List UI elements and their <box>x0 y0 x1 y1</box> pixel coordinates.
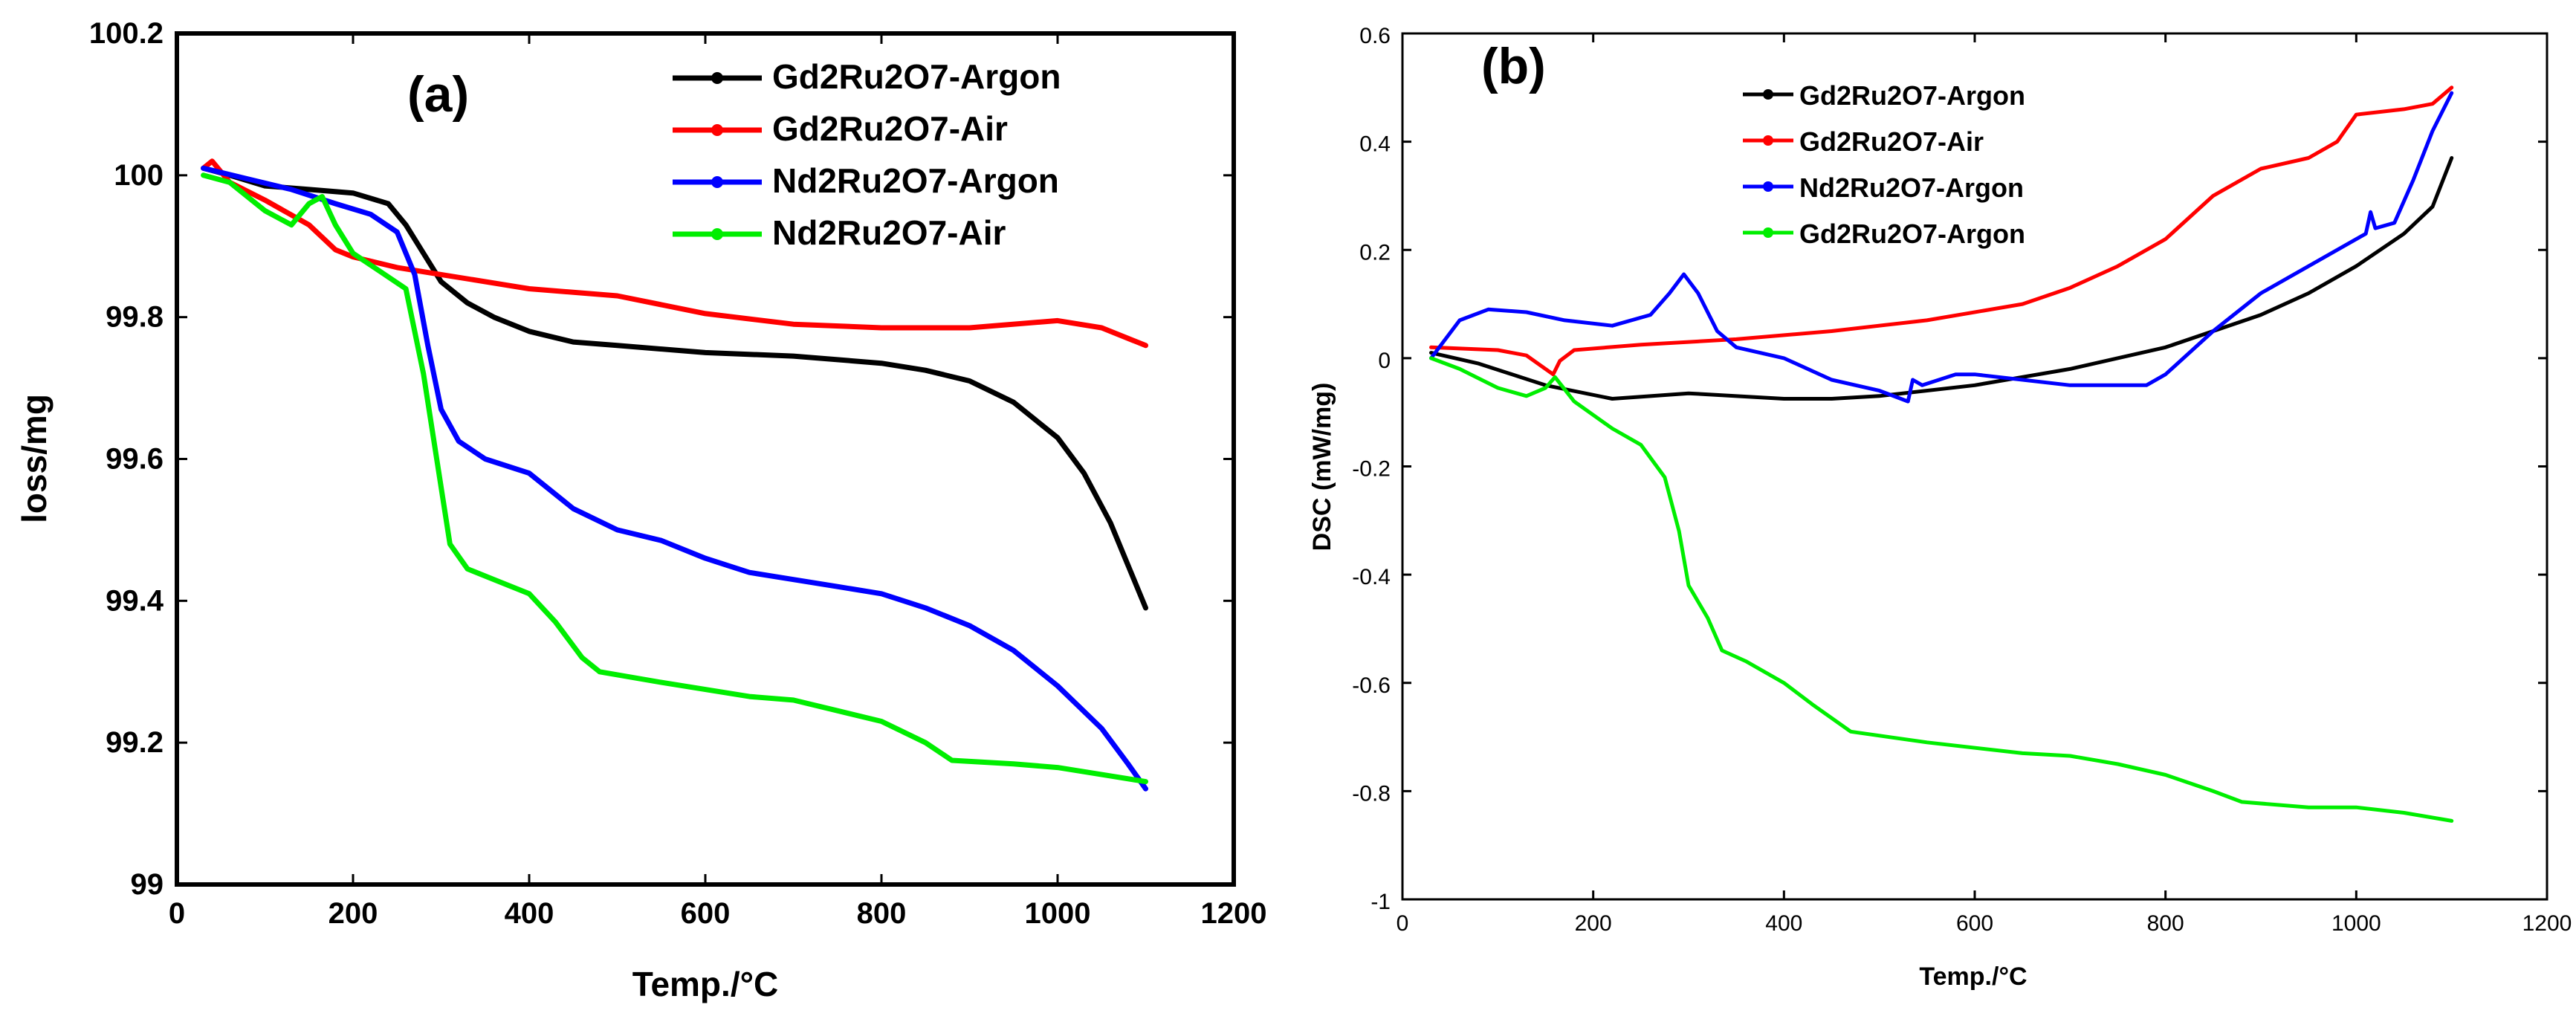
panel-label-a: (a) <box>407 66 469 123</box>
y-tick-label: 99.4 <box>106 584 164 617</box>
series-line-1 <box>1429 156 2454 401</box>
y-axis-label-b: DSC (mW/mg) <box>1308 383 1336 552</box>
x-tick-label: 400 <box>1765 911 1802 936</box>
x-tick-label: 1000 <box>2331 911 2381 936</box>
x-tick-label: 1000 <box>1025 897 1091 930</box>
series-line-1 <box>201 165 1148 611</box>
x-tick-label: 400 <box>505 897 554 930</box>
legend-marker-3 <box>711 176 723 188</box>
y-tick-label: -1 <box>1370 890 1391 914</box>
panel-b: 0 200 400 600 800 1000 1200 -1 -0.8 -0.6 -0.4 -0.2 0… <box>1308 24 2572 991</box>
x-tick-label: 0 <box>1397 911 1409 936</box>
series-line-4 <box>201 172 1148 785</box>
legend-label-1: Gd2Ru2O7-Argon <box>1799 80 2025 111</box>
legend-label-2: Gd2Ru2O7-Air <box>1799 126 1984 157</box>
y-tick-label: -0.4 <box>1352 565 1391 589</box>
legend-label-2: Gd2Ru2O7-Air <box>772 109 1008 148</box>
series-line-3 <box>1429 91 2454 404</box>
legend-b: Gd2Ru2O7-Argon Gd2Ru2O7-Air Nd2Ru2O7-Argon… <box>1743 80 2025 249</box>
y-tick-label: 0 <box>1378 349 1391 373</box>
y-tick-label: 99.8 <box>106 301 164 334</box>
legend-marker-2 <box>711 124 723 136</box>
legend-marker-3 <box>1763 181 1773 192</box>
legend-marker-4 <box>1763 227 1773 238</box>
x-axis-label-b: Temp./°C <box>1919 963 2027 991</box>
legend-label-1: Gd2Ru2O7-Argon <box>772 57 1061 96</box>
legend-marker-4 <box>711 228 723 240</box>
y-tick-label: 100.2 <box>89 17 164 50</box>
y-tick-label: 0.4 <box>1359 132 1391 157</box>
series-line-4 <box>1429 356 2454 823</box>
legend-label-4: Gd2Ru2O7-Argon <box>1799 219 2025 249</box>
x-tick-label: 1200 <box>1201 897 1267 930</box>
y-tick-label: 100 <box>114 159 164 192</box>
legend-a: Gd2Ru2O7-Argon Gd2Ru2O7-Air Nd2Ru2O7-Argon… <box>673 57 1061 252</box>
y-tick-label: 0.6 <box>1359 24 1391 48</box>
x-tick-label: 1200 <box>2522 911 2572 936</box>
panel-a: 0 200 400 600 800 1000 1200 99 99.2 99.4 99.6 99.8 1… <box>15 17 1266 1003</box>
y-tick-label: 99.6 <box>106 443 164 476</box>
y-tick-label: 0.2 <box>1359 240 1391 265</box>
y-tick-label: -0.6 <box>1352 673 1391 698</box>
plot-frame-b <box>1401 32 2549 901</box>
x-tick-label: 800 <box>2147 911 2184 936</box>
x-tick-label: 200 <box>1575 911 1612 936</box>
y-tick-label: -0.2 <box>1352 457 1391 482</box>
y-tick-label: -0.8 <box>1352 781 1391 806</box>
series-line-2 <box>1429 85 2454 377</box>
x-tick-label: 800 <box>857 897 907 930</box>
legend-marker-1 <box>1763 89 1773 100</box>
x-tick-label: 600 <box>1956 911 1993 936</box>
y-tick-label: 99.2 <box>106 726 164 759</box>
legend-marker-1 <box>711 72 723 84</box>
legend-label-3: Nd2Ru2O7-Argon <box>772 161 1059 200</box>
legend-label-3: Nd2Ru2O7-Argon <box>1799 172 2024 203</box>
series-line-2 <box>201 158 1148 349</box>
panel-label-b: (b) <box>1481 38 1546 94</box>
y-axis-label-a: loss/mg <box>15 394 54 523</box>
x-tick-label: 200 <box>329 897 378 930</box>
y-tick-label: 99 <box>131 868 164 901</box>
x-tick-label: 600 <box>681 897 731 930</box>
legend-marker-2 <box>1763 135 1773 146</box>
legend-label-4: Nd2Ru2O7-Air <box>772 213 1006 252</box>
x-axis-label-a: Temp./°C <box>632 965 778 1003</box>
series-line-3 <box>201 165 1148 792</box>
x-tick-label: 0 <box>169 897 185 930</box>
